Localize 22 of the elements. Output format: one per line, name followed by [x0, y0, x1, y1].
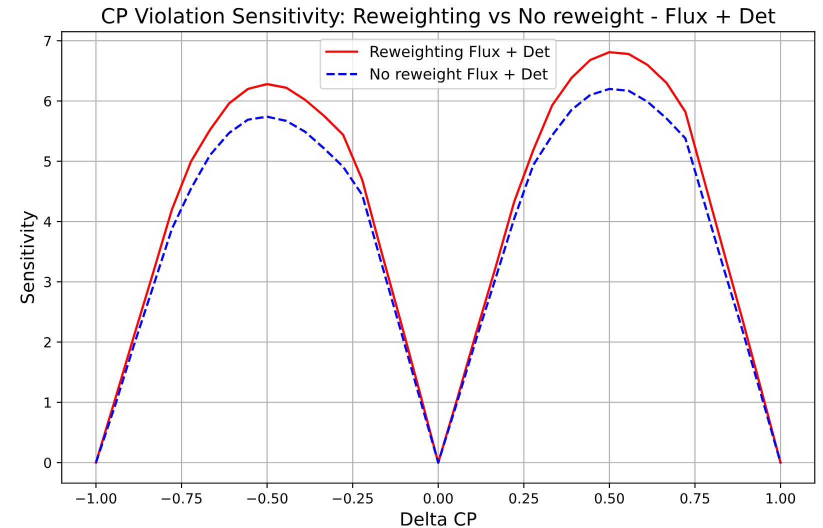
y-axis-title: Sensitivity — [20, 210, 38, 304]
y-tick-label: 5 — [44, 156, 51, 167]
y-tick-label: 6 — [44, 96, 52, 106]
x-tick-label: −0.75 — [162, 493, 202, 504]
chart-title: CP Violation Sensitivity: Reweighting vs No reweight - Flux + Det — [102, 8, 776, 28]
x-tick-label: 0.00 — [424, 493, 453, 504]
y-tick-label: 0 — [44, 458, 52, 468]
x-tick-label: 0.50 — [594, 493, 624, 504]
y-tick-label: 7 — [44, 36, 51, 46]
y-tick-label: 2 — [44, 337, 51, 348]
legend-label: Reweighting Flux + Det — [370, 45, 550, 60]
legend-label: No reweight Flux + Det — [370, 68, 548, 83]
x-tick-label: −0.25 — [332, 493, 373, 504]
x-tick-label: −1.00 — [76, 493, 116, 504]
x-tick-label: 0.75 — [680, 493, 710, 504]
y-tick-label: 4 — [44, 216, 52, 227]
y-tick-label: 3 — [44, 276, 51, 288]
y-tick-label: 1 — [44, 398, 51, 408]
x-tick-label: 1.00 — [766, 493, 796, 504]
x-axis-title: Delta CP — [401, 512, 476, 526]
x-tick-label: −0.50 — [247, 493, 288, 504]
x-tick-label: 0.25 — [509, 493, 538, 504]
